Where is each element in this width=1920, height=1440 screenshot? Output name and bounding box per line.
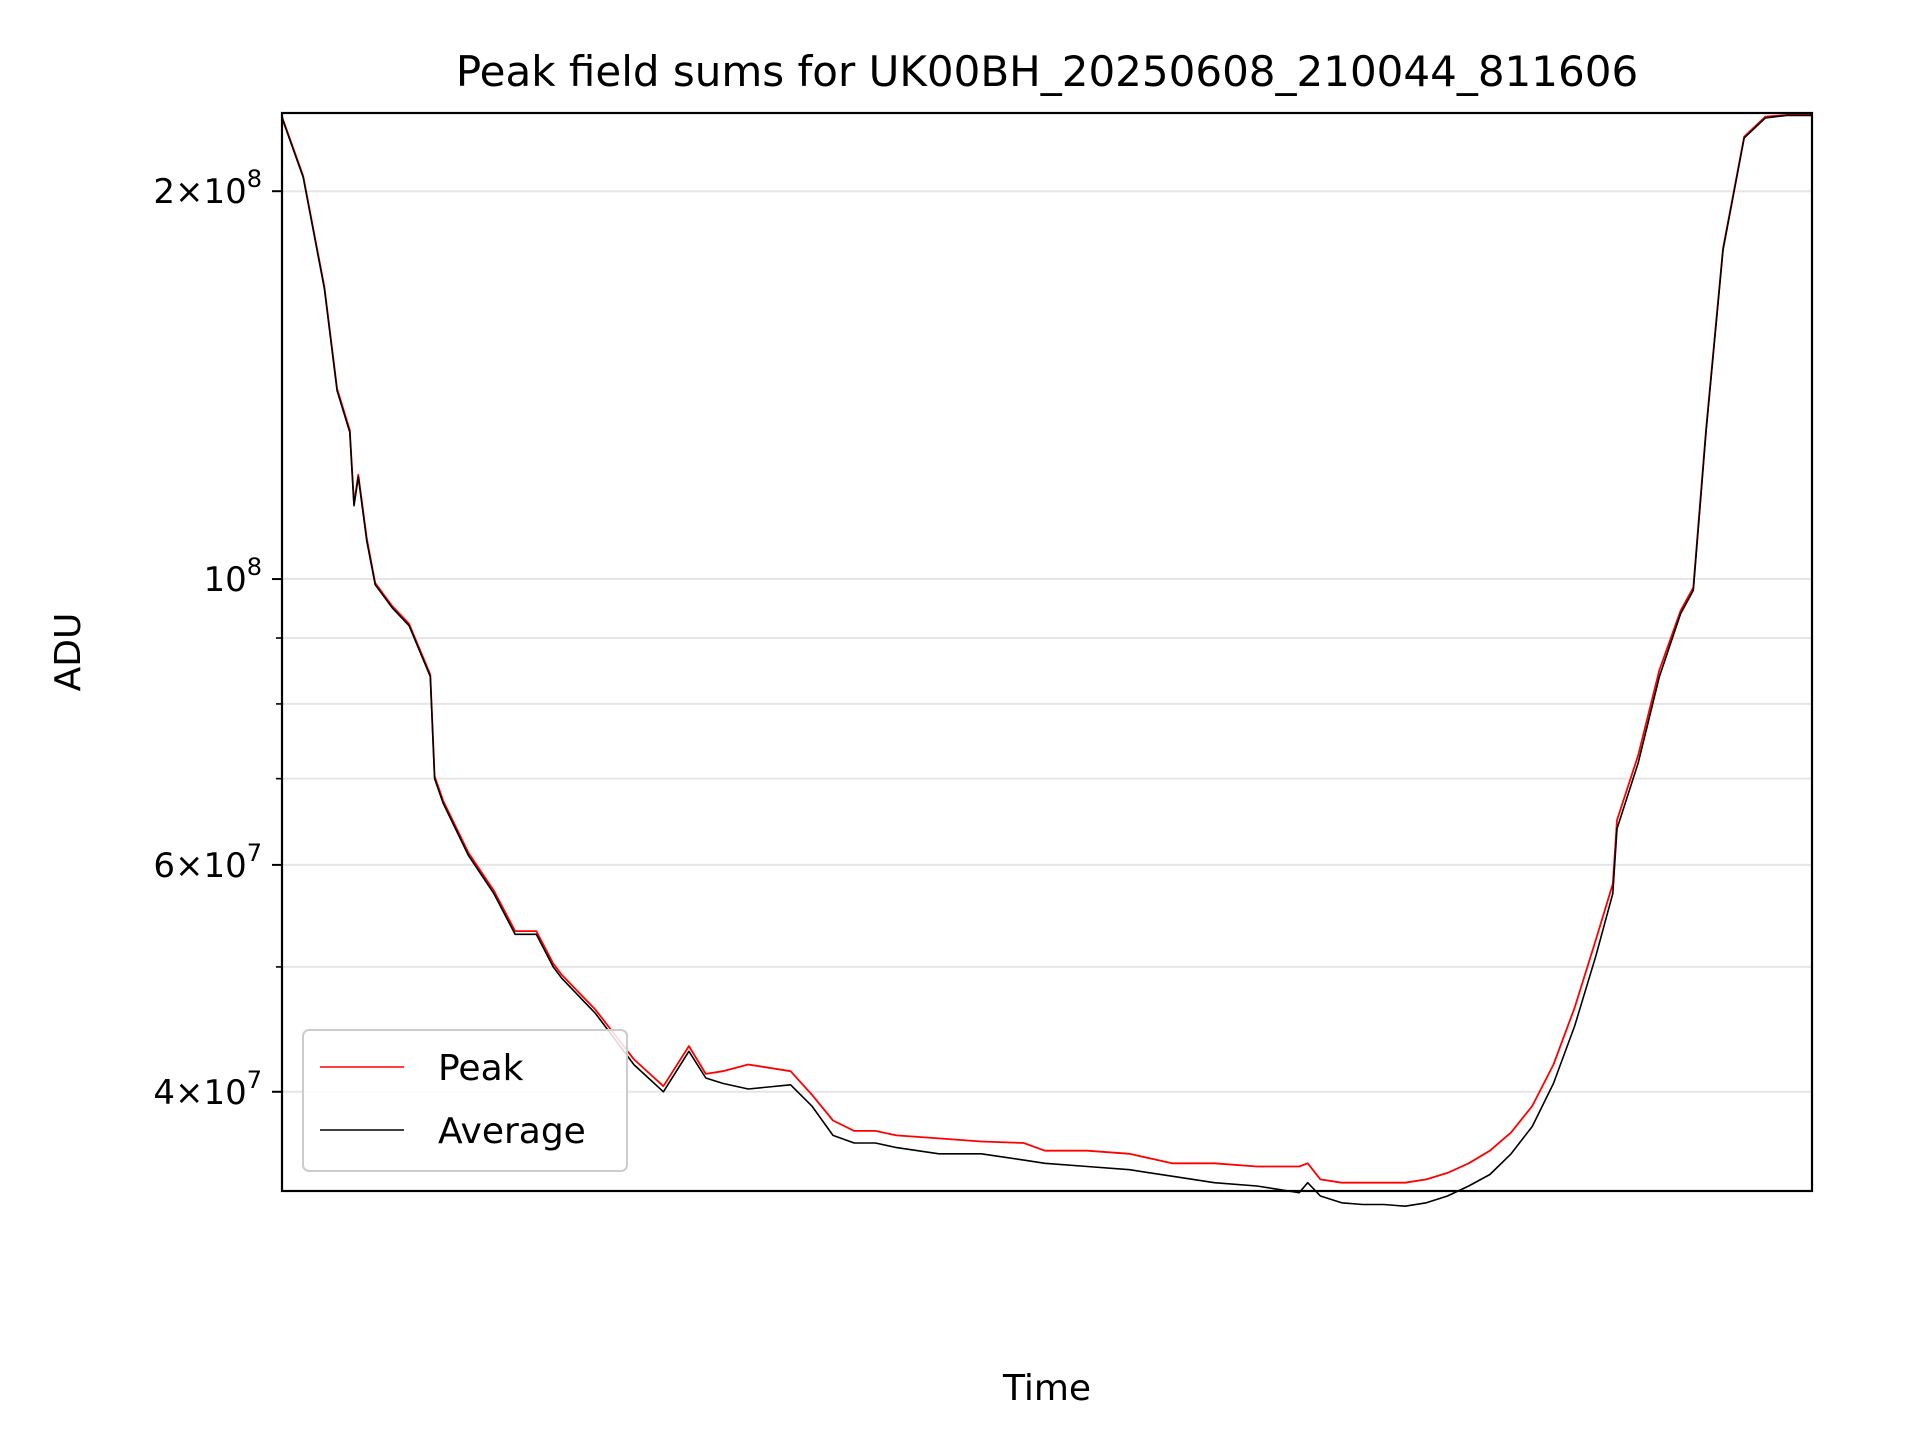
plot-frame <box>280 111 1814 1193</box>
x-axis-label: Time <box>1002 1368 1091 1409</box>
legend-label-average: Average <box>438 1111 586 1152</box>
grid <box>282 190 1812 1093</box>
y-axis-label: ADU <box>48 613 89 692</box>
y-tick-label: 2×108 <box>153 165 262 212</box>
chart-title: Peak field sums for UK00BH_20250608_2100… <box>456 47 1638 96</box>
y-tick-label: 6×107 <box>153 839 262 886</box>
legend: Peak Average <box>302 1029 628 1172</box>
legend-box <box>302 1029 628 1172</box>
y-axis: 4×107 6×107 108 2×108 <box>153 165 282 1113</box>
series-line-average <box>281 114 1812 1207</box>
y-tick-label: 108 <box>203 553 262 600</box>
series-line-peak <box>281 114 1812 1184</box>
y-tick-label: 4×107 <box>153 1066 262 1113</box>
legend-label-peak: Peak <box>438 1048 524 1089</box>
series-lines <box>281 114 1812 1207</box>
